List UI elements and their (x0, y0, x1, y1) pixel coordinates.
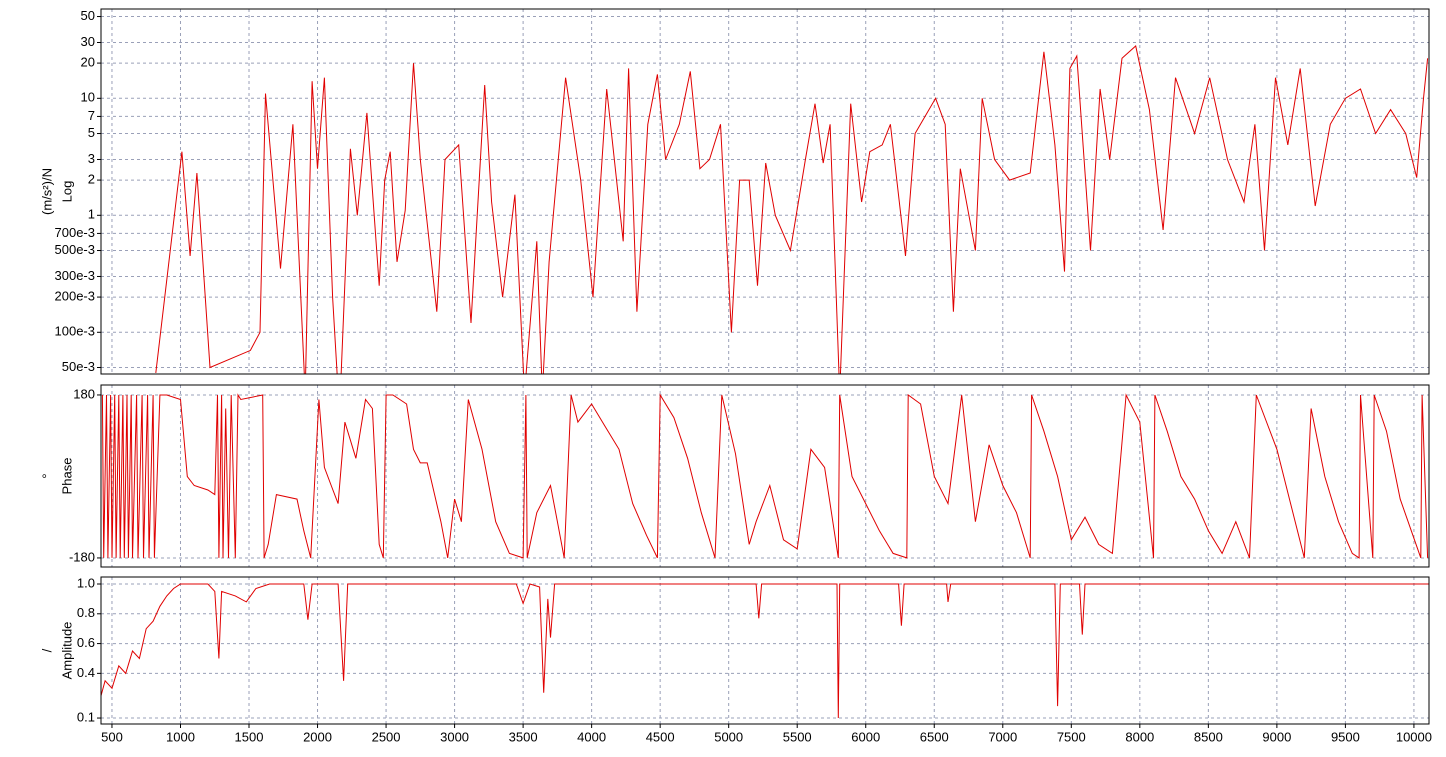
y-axis-unit: / (39, 648, 54, 652)
x-tick-label: 3000 (440, 729, 469, 744)
y-tick-label: 3 (88, 151, 95, 166)
y-tick-label: 30 (81, 34, 95, 49)
x-tick-label: 10000 (1396, 729, 1432, 744)
x-tick-label: 9500 (1331, 729, 1360, 744)
y-axis-title: Phase (59, 458, 74, 495)
x-tick-label: 500 (101, 729, 123, 744)
x-tick-label: 4000 (577, 729, 606, 744)
y-tick-label: 500e-3 (55, 242, 95, 257)
y-axis-unit: (m/s²)/N (39, 168, 54, 215)
y-tick-label: 2 (88, 172, 95, 187)
x-tick-label: 7500 (1057, 729, 1086, 744)
y-tick-label: 200e-3 (55, 289, 95, 304)
x-tick-label: 8000 (1125, 729, 1154, 744)
x-tick-label: 2000 (303, 729, 332, 744)
y-axis-title: Amplitude (59, 622, 74, 680)
x-tick-label: 7000 (988, 729, 1017, 744)
y-tick-label: 0.4 (77, 665, 95, 680)
x-tick-label: 4500 (646, 729, 675, 744)
x-tick-label: 5000 (714, 729, 743, 744)
data-line (155, 45, 1429, 374)
y-tick-label: 50 (81, 8, 95, 23)
panel-frame (100, 8, 1430, 375)
y-tick-label: 5 (88, 125, 95, 140)
x-tick-label: 2500 (372, 729, 401, 744)
data-line (101, 583, 1429, 719)
data-line (101, 393, 1429, 559)
y-tick-label: 0.8 (77, 605, 95, 620)
panel-frame (100, 384, 1430, 568)
y-tick-label: 50e-3 (62, 359, 95, 374)
y-tick-label: 0.1 (77, 709, 95, 724)
y-tick-label: 20 (81, 55, 95, 70)
y-axis-title: Log (59, 181, 74, 203)
panel-frame (100, 576, 1430, 725)
x-tick-label: 6500 (920, 729, 949, 744)
y-axis-unit: ° (39, 473, 54, 478)
x-tick-label: 3500 (509, 729, 538, 744)
y-tick-label: 100e-3 (55, 324, 95, 339)
y-tick-label: 7 (88, 108, 95, 123)
y-tick-label: 180 (73, 386, 95, 401)
y-tick-label: 10 (81, 90, 95, 105)
y-tick-label: 300e-3 (55, 268, 95, 283)
x-tick-label: 6000 (851, 729, 880, 744)
y-tick-label: 1.0 (77, 575, 95, 590)
y-tick-label: -180 (69, 549, 95, 564)
y-tick-label: 1 (88, 207, 95, 222)
x-tick-label: 1000 (166, 729, 195, 744)
y-tick-label: 700e-3 (55, 225, 95, 240)
y-tick-label: 0.6 (77, 635, 95, 650)
x-tick-label: 8500 (1194, 729, 1223, 744)
x-tick-label: 1500 (235, 729, 264, 744)
x-tick-label: 5500 (783, 729, 812, 744)
x-tick-label: 9000 (1262, 729, 1291, 744)
